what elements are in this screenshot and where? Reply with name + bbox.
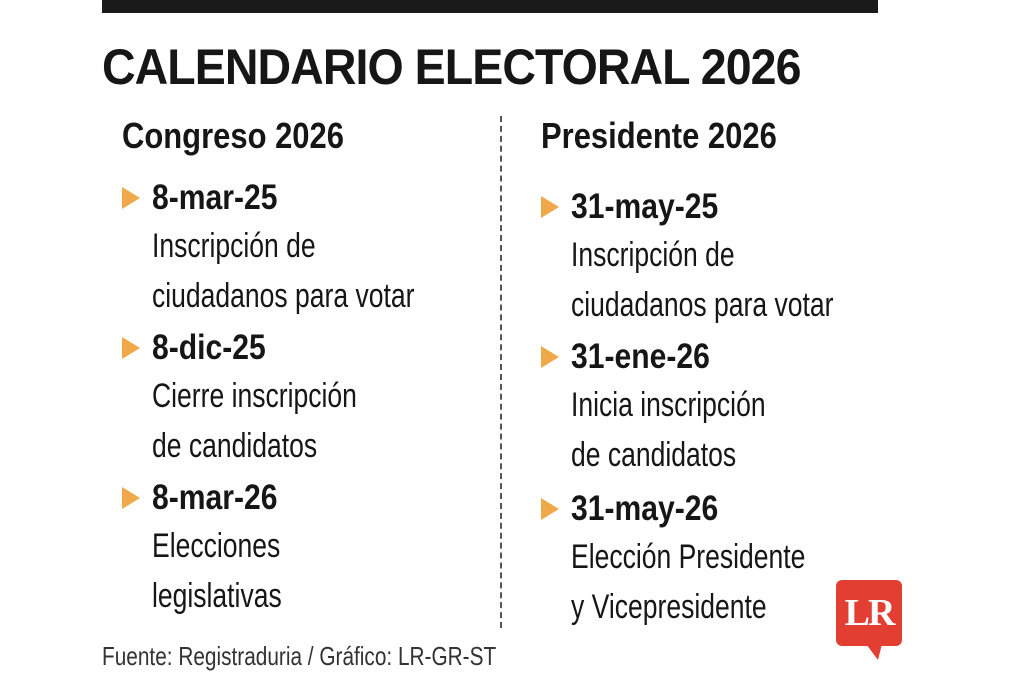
event-item: 31-ene-26 Inicia inscripción de candidat…	[541, 334, 907, 480]
triangle-right-icon	[541, 346, 559, 368]
triangle-right-icon	[122, 187, 140, 209]
lr-logo: LR	[836, 580, 902, 646]
event-item: 8-mar-25 Inscripción de ciudadanos para …	[122, 175, 488, 321]
logo-speech-tail	[866, 644, 882, 660]
event-description-line: ciudadanos para votar	[571, 286, 834, 324]
event-item: 31-may-25 Inscripción de ciudadanos para…	[541, 184, 907, 330]
event-date: 31-may-25	[571, 187, 719, 226]
event-date: 8-mar-26	[152, 478, 278, 517]
triangle-right-icon	[541, 498, 559, 520]
event-date: 8-dic-25	[152, 328, 266, 367]
triangle-right-icon	[541, 196, 559, 218]
top-rule	[102, 0, 878, 13]
event-description-line: Cierre inscripción	[152, 377, 357, 415]
event-date: 8-mar-25	[152, 178, 278, 217]
event-description-line: ciudadanos para votar	[152, 277, 415, 315]
event-description-line: de candidatos	[571, 436, 737, 474]
event-description-line: y Vicepresidente	[571, 588, 767, 626]
column-heading: Presidente 2026	[541, 115, 777, 156]
event-description-line: Elección Presidente	[571, 538, 806, 576]
event-description-line: legislativas	[152, 577, 282, 615]
event-date: 31-ene-26	[571, 337, 710, 376]
column-congreso: Congreso 2026 8-mar-25 Inscripción de ci…	[122, 112, 488, 621]
event-item: 8-dic-25 Cierre inscripción de candidato…	[122, 325, 488, 471]
triangle-right-icon	[122, 337, 140, 359]
source-credit: Fuente: Registraduria / Gráfico: LR-GR-S…	[102, 641, 497, 671]
column-presidente: Presidente 2026 31-may-25 Inscripción de…	[541, 112, 907, 632]
column-heading: Congreso 2026	[122, 115, 344, 156]
event-item: 31-may-26 Elección Presidente y Vicepres…	[541, 486, 907, 632]
event-item: 8-mar-26 Elecciones legislativas	[122, 475, 488, 621]
event-description-line: Inicia inscripción	[571, 386, 766, 424]
event-description-line: de candidatos	[152, 427, 318, 465]
event-description-line: Elecciones	[152, 527, 281, 565]
event-date: 31-may-26	[571, 489, 719, 528]
column-divider	[500, 116, 502, 628]
event-description-line: Inscripción de	[152, 227, 316, 265]
triangle-right-icon	[122, 487, 140, 509]
page-title: CALENDARIO ELECTORAL 2026	[102, 39, 801, 95]
event-description-line: Inscripción de	[571, 236, 735, 274]
